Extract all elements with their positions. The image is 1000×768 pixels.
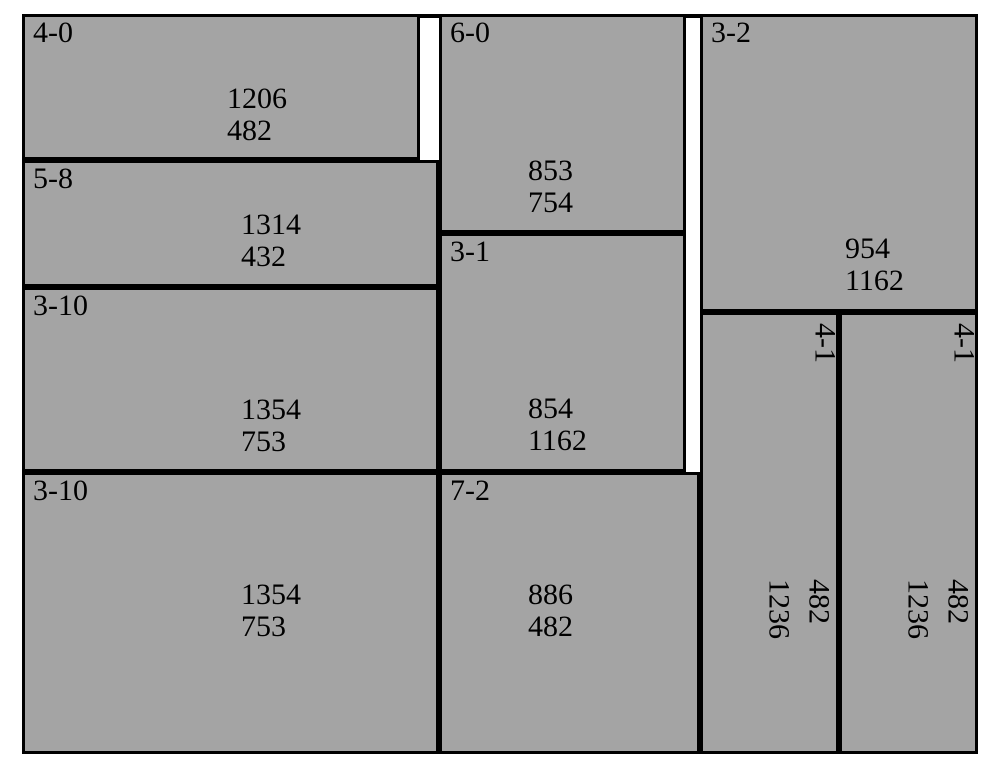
box-value-2: 753 [241,611,301,643]
box-b58: 5-8 1314432 [22,160,439,287]
box-value-1: 482 [803,579,835,624]
box-values: 1354753 [241,579,301,642]
box-values: 8541162 [528,393,587,456]
box-b41b: 4-1 4821236 [839,312,978,754]
box-id-label: 4-0 [33,17,73,49]
box-value-1: 853 [528,155,573,187]
box-b72: 7-2 886482 [439,472,700,754]
box-value-1: 1354 [241,579,301,611]
box-value-2: 432 [241,241,301,273]
box-id-label: 3-10 [33,290,88,322]
box-values: 886482 [528,579,573,642]
box-id-label: 3-2 [711,17,751,49]
box-b310b: 3-10 1354753 [22,472,439,754]
box-value-2: 482 [528,611,573,643]
box-b32: 3-2 9541162 [700,14,978,312]
box-value-1: 1354 [241,394,301,426]
box-id-label: 3-10 [33,475,88,507]
box-value-2: 1162 [845,265,904,297]
box-value-1: 482 [942,579,974,624]
box-value-1: 1206 [227,83,287,115]
box-values: 1354753 [241,394,301,457]
box-value-2: 754 [528,187,573,219]
box-b41a: 4-1 4821236 [700,312,839,754]
box-values: 853754 [528,155,573,218]
box-values: 9541162 [845,233,904,296]
diagram-canvas: 4-012064825-813144323-1013547533-1013547… [0,0,1000,768]
box-value-1: 854 [528,393,587,425]
box-id-label: 4-1 [809,323,841,363]
box-id-label: 5-8 [33,163,73,195]
box-value-2: 753 [241,426,301,458]
box-b31: 3-1 8541162 [439,233,686,472]
box-value-1: 954 [845,233,904,265]
box-b310a: 3-10 1354753 [22,287,439,472]
box-value-2: 1162 [528,425,587,457]
box-values: 1206482 [227,83,287,146]
box-id-label: 4-1 [948,323,980,363]
box-value-2: 482 [227,115,287,147]
box-id-label: 6-0 [450,17,490,49]
box-value-2: 1236 [902,579,934,639]
box-id-label: 7-2 [450,475,490,507]
box-b40: 4-0 1206482 [22,14,420,160]
box-b60: 6-0 853754 [439,14,686,233]
box-id-label: 3-1 [450,236,490,268]
box-value-1: 1314 [241,209,301,241]
box-value-1: 886 [528,579,573,611]
box-values: 1314432 [241,209,301,272]
box-value-2: 1236 [763,579,795,639]
